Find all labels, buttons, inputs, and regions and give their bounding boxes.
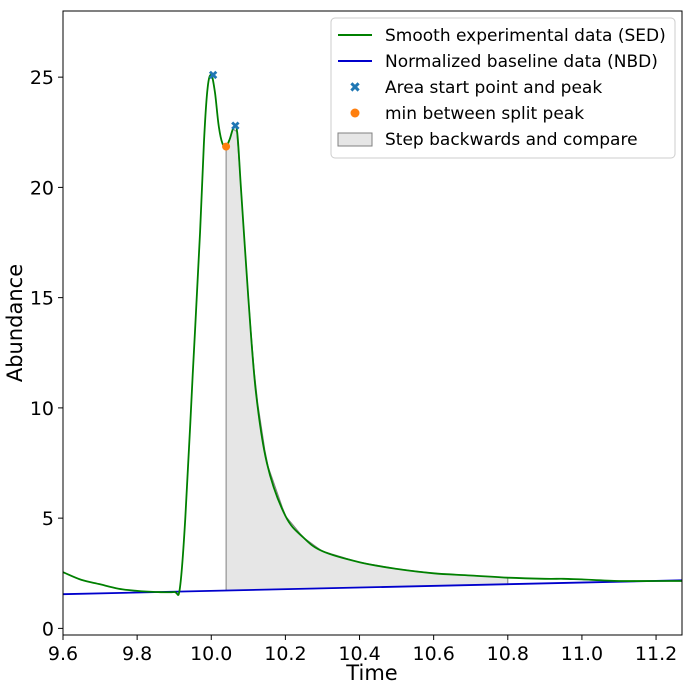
legend-label-min: min between split peak xyxy=(385,104,584,124)
plot-area xyxy=(63,70,682,596)
peak-marker xyxy=(208,70,218,80)
x-tick-label: 9.8 xyxy=(122,643,152,665)
legend-label-peak: Area start point and peak xyxy=(385,78,602,98)
legend-label-area: Step backwards and compare xyxy=(385,130,638,150)
y-tick-label: 5 xyxy=(42,508,54,530)
legend-swatch-peak-marker: ✖ xyxy=(349,80,361,96)
x-axis: 9.6 9.8 10.0 10.2 10.4 10.6 10.8 11.0 11.2 xyxy=(48,635,677,665)
legend: Smooth experimental data (SED) Normalize… xyxy=(330,17,676,159)
y-tick-label: 15 xyxy=(30,288,54,310)
x-axis-label: Time xyxy=(345,661,397,685)
y-tick-label: 10 xyxy=(30,398,54,420)
x-tick-label: 11.2 xyxy=(635,643,677,665)
x-tick-label: 10.6 xyxy=(413,643,455,665)
y-axis: 0 5 10 15 20 25 xyxy=(30,67,63,640)
x-tick-label: 9.6 xyxy=(48,643,78,665)
x-tick-label: 11.0 xyxy=(561,643,603,665)
y-tick-label: 25 xyxy=(30,67,54,89)
legend-swatch-area xyxy=(337,132,373,147)
peak-marker xyxy=(231,121,240,130)
x-tick-label: 10.4 xyxy=(338,643,380,665)
x-tick-label: 10.2 xyxy=(264,643,306,665)
legend-label-sed: Smooth experimental data (SED) xyxy=(385,26,666,46)
legend-swatch-min-marker xyxy=(350,108,360,118)
x-tick-label: 10.0 xyxy=(190,643,232,665)
plot-frame xyxy=(62,10,683,636)
legend-label-nbd: Normalized baseline data (NBD) xyxy=(385,52,658,72)
legend-box xyxy=(330,17,676,159)
x-tick-label: 10.8 xyxy=(487,643,529,665)
y-axis-label: Abundance xyxy=(3,264,27,382)
y-tick-label: 20 xyxy=(30,177,54,199)
min-marker xyxy=(222,142,231,151)
y-tick-label: 0 xyxy=(42,618,54,640)
area-step-backwards xyxy=(225,128,509,591)
